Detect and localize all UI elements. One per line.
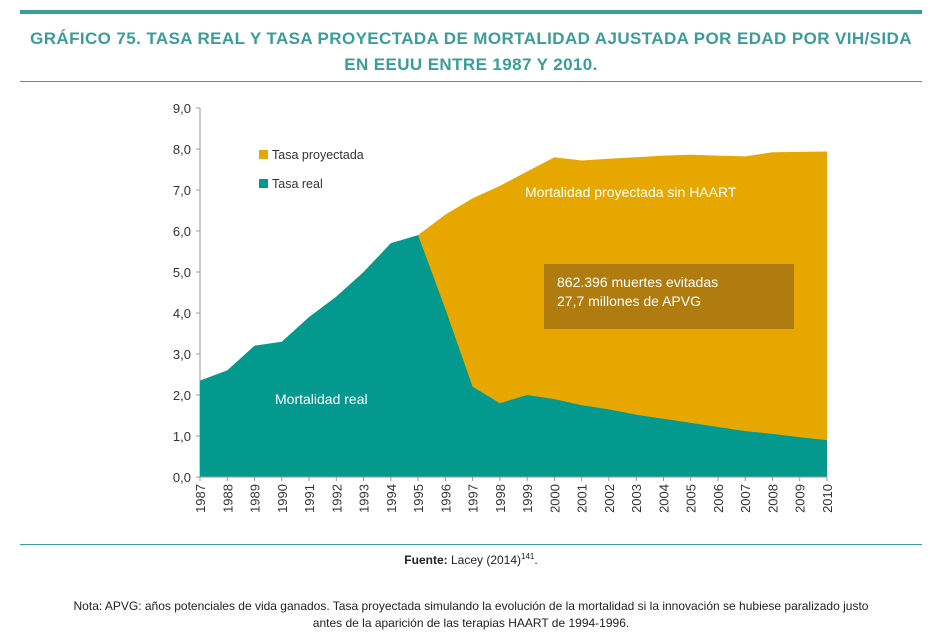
y-tick-label: 5,0 <box>173 265 191 280</box>
x-tick-label: 2002 <box>602 484 617 513</box>
legend: Tasa proyectada Tasa real <box>259 148 364 191</box>
x-tick-label: 2008 <box>765 484 780 513</box>
x-tick-label: 2001 <box>575 484 590 513</box>
source-line: Fuente: Lacey (2014)141. <box>20 552 922 567</box>
legend-swatch-projected <box>259 150 268 159</box>
x-tick-label: 1997 <box>466 484 481 513</box>
x-tick-label: 1999 <box>520 484 535 513</box>
y-tick-label: 6,0 <box>173 224 191 239</box>
top-rule <box>20 10 922 14</box>
x-tick-label: 1990 <box>275 484 290 513</box>
y-tick-label: 7,0 <box>173 183 191 198</box>
y-tick-label: 0,0 <box>173 470 191 485</box>
footnote-line-2: antes de la aparición de las terapias HA… <box>312 616 630 630</box>
y-tick-label: 2,0 <box>173 388 191 403</box>
y-tick-label: 4,0 <box>173 306 191 321</box>
real-area-label: Mortalidad real <box>275 391 368 407</box>
callout-background <box>544 264 794 329</box>
callout-line-2: 27,7 millones de APVG <box>557 293 701 309</box>
x-tick-label: 2007 <box>738 484 753 513</box>
area-chart: 0,01,02,03,04,05,06,07,08,09,0 1987 1988 1… <box>173 101 835 513</box>
x-tick-label: 1993 <box>357 484 372 513</box>
x-tick-label: 2003 <box>629 484 644 513</box>
source-rule <box>20 544 922 545</box>
y-tick-label: 8,0 <box>173 142 191 157</box>
y-tick-label: 9,0 <box>173 101 191 116</box>
legend-swatch-real <box>259 179 268 188</box>
y-axis: 0,0 1,0 2,0 3,0 4,0 5,0 6,0 7,0 8,0 9,0 <box>173 101 201 485</box>
x-tick-label: 1994 <box>384 484 399 513</box>
source-ref: 141 <box>521 552 535 561</box>
title-line-2: EN EEUU ENTRE 1987 Y 2010. <box>344 55 598 74</box>
source-label: Fuente: <box>404 553 448 567</box>
x-tick-label: 2004 <box>656 484 671 513</box>
title-rule <box>20 81 922 82</box>
x-tick-label: 1989 <box>248 484 263 513</box>
x-tick-label: 1991 <box>302 484 317 513</box>
x-tick-label: 2000 <box>547 484 562 513</box>
x-tick-label: 1992 <box>329 484 344 513</box>
source-end: . <box>534 553 538 567</box>
x-tick-label: 2009 <box>793 484 808 513</box>
x-axis: 1987 1988 1989 1990 1991 1992 1993 1994 1995 1996… <box>193 476 835 513</box>
real-area <box>200 235 827 477</box>
projected-area-label: Mortalidad proyectada sin HAART <box>525 184 737 200</box>
footnote-line-1: Nota: APVG: años potenciales de vida gan… <box>73 599 869 613</box>
x-tick-label: 1996 <box>438 484 453 513</box>
source-text: Lacey (2014) <box>450 553 522 567</box>
y-tick-label: 3,0 <box>173 347 191 362</box>
x-tick-label: 2010 <box>820 484 835 513</box>
x-tick-label: 2005 <box>684 484 699 513</box>
legend-label-projected: Tasa proyectada <box>272 148 364 162</box>
x-tick-label: 1998 <box>493 484 508 513</box>
x-tick-label: 1995 <box>411 484 426 513</box>
x-tick-label: 1987 <box>193 484 208 513</box>
chart-title: GRÁFICO 75. TASA REAL Y TASA PROYECTADA … <box>20 26 922 78</box>
legend-label-real: Tasa real <box>272 177 323 191</box>
callout-box: 862.396 muertes evitadas 27,7 millones d… <box>544 264 794 329</box>
x-tick-label: 1988 <box>220 484 235 513</box>
callout-line-1: 862.396 muertes evitadas <box>557 274 718 290</box>
x-tick-label: 2006 <box>711 484 726 513</box>
footnote: Nota: APVG: años potenciales de vida gan… <box>20 598 922 632</box>
y-tick-label: 1,0 <box>173 429 191 444</box>
title-line-1: GRÁFICO 75. TASA REAL Y TASA PROYECTADA … <box>30 29 912 48</box>
